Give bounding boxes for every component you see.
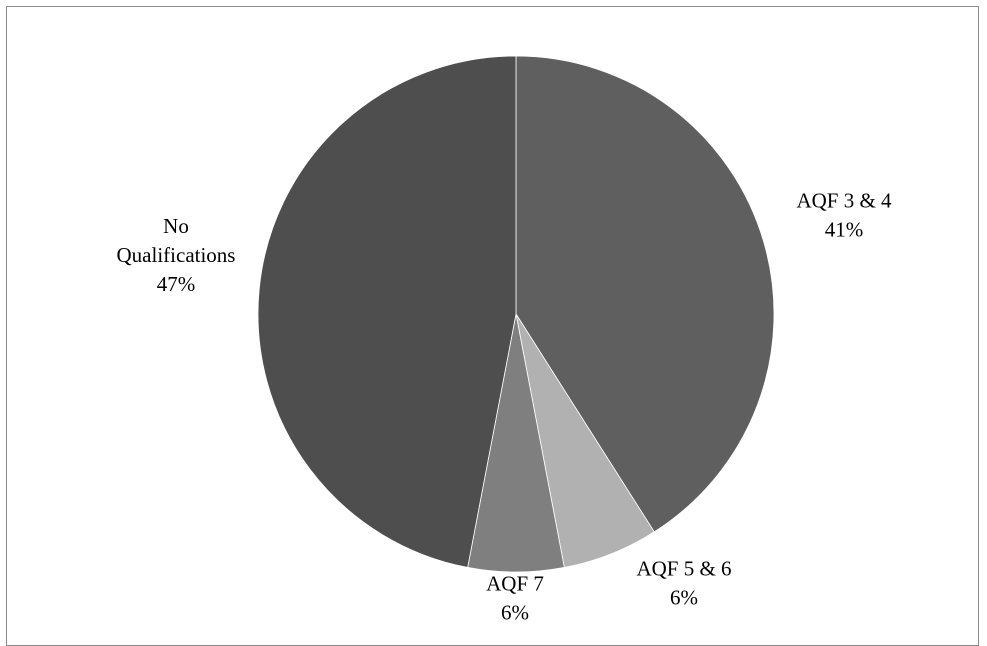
slice-category-label: AQF 7 bbox=[486, 572, 544, 596]
slice-value-label: 6% bbox=[501, 601, 529, 625]
pie-slice-0 bbox=[515, 55, 775, 533]
slice-label-3: No Qualifications 47% bbox=[117, 214, 236, 296]
pie-slices bbox=[257, 55, 775, 573]
slice-category-label: Qualifications bbox=[117, 243, 236, 267]
slice-label-2: AQF 7 6% bbox=[486, 572, 544, 625]
slice-value-label: 47% bbox=[157, 272, 196, 296]
slice-category-label: AQF 5 & 6 bbox=[636, 557, 731, 581]
slice-value-label: 6% bbox=[670, 586, 698, 610]
slice-category-label: AQF 3 & 4 bbox=[796, 189, 892, 213]
slice-label-0: AQF 3 & 4 41% bbox=[796, 189, 892, 242]
slice-value-label: 41% bbox=[825, 218, 864, 242]
pie-labels: AQF 3 & 4 41% AQF 5 & 6 6% AQF 7 6% No Qualific… bbox=[117, 189, 893, 625]
pie-slice-3 bbox=[257, 55, 517, 568]
slice-label-1: AQF 5 & 6 6% bbox=[636, 557, 731, 610]
slice-category-label: No bbox=[163, 214, 189, 238]
